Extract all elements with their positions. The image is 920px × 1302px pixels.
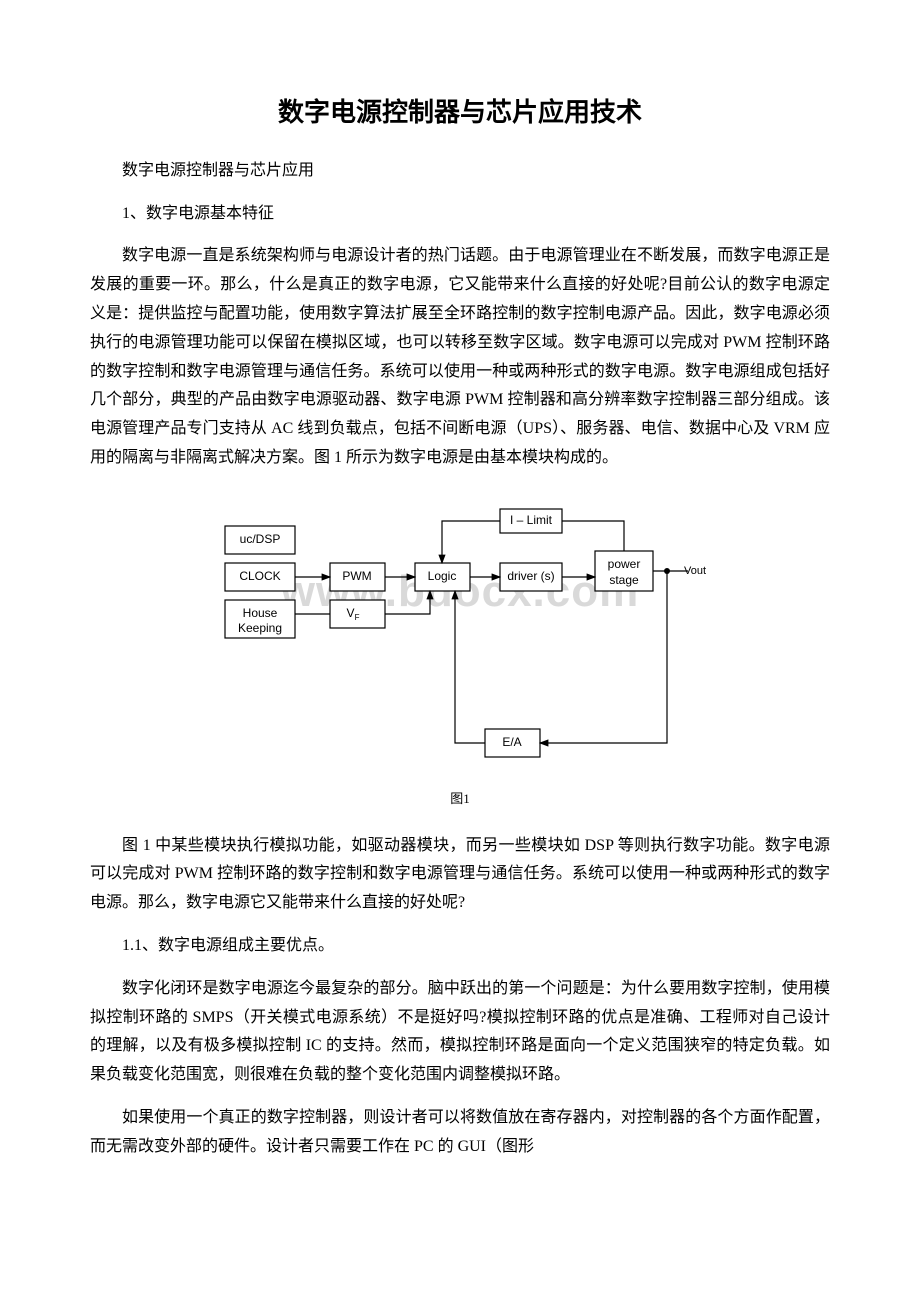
housekeeping-label-2: Keeping	[238, 621, 282, 635]
figure-caption: 图1	[195, 787, 725, 810]
powerstage-label-2: stage	[609, 573, 639, 587]
line-ilimit-power	[562, 521, 624, 551]
paragraph-4: 如果使用一个真正的数字控制器，则设计者可以将数值放在寄存器内，对控制器的各个方面…	[90, 1104, 830, 1162]
line-ilimit-logic	[442, 521, 500, 563]
clock-label: CLOCK	[239, 569, 280, 583]
driver-label: driver (s)	[507, 569, 554, 583]
logic-label: Logic	[428, 569, 457, 583]
ilimit-label: I – Limit	[510, 513, 553, 527]
page-title: 数字电源控制器与芯片应用技术	[90, 90, 830, 137]
pwm-label: PWM	[342, 569, 371, 583]
figure-1: www.bdocx.com uc/DSP CLOCK House Keeping…	[90, 491, 830, 814]
paragraph-1: 数字电源一直是系统架构师与电源设计者的热门话题。由于电源管理业在不断发展，而数字…	[90, 242, 830, 472]
diagram-svg: www.bdocx.com uc/DSP CLOCK House Keeping…	[195, 491, 725, 781]
section-1-heading: 1、数字电源基本特征	[90, 200, 830, 229]
section-1-1-heading: 1.1、数字电源组成主要优点。	[90, 932, 830, 961]
intro-line: 数字电源控制器与芯片应用	[90, 157, 830, 186]
paragraph-3: 数字化闭环是数字电源迄今最复杂的部分。脑中跃出的第一个问题是：为什么要用数字控制…	[90, 975, 830, 1090]
ea-label: E/A	[502, 735, 521, 749]
powerstage-label-1: power	[608, 557, 641, 571]
housekeeping-label-1: House	[243, 606, 278, 620]
paragraph-2: 图 1 中某些模块执行模拟功能，如驱动器模块，而另一些模块如 DSP 等则执行数…	[90, 832, 830, 918]
ucdsp-label: uc/DSP	[240, 532, 281, 546]
